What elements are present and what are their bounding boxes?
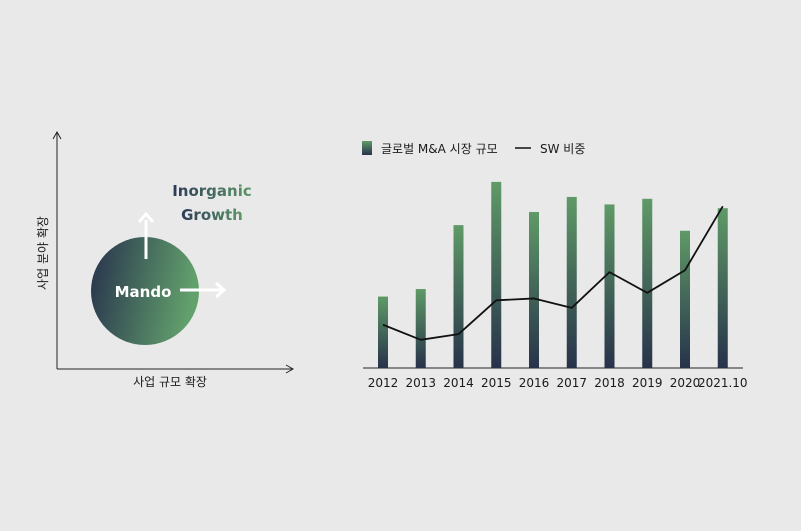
legend: 글로벌 M&A 시장 규모 SW 비중 [362, 141, 585, 156]
up-arrow-icon [137, 211, 155, 259]
quadrant-diagram: 사업 분야 확장 사업 규모 확장 Mando Inorganic Growth [36, 130, 295, 389]
circle-label: Mando [115, 283, 172, 301]
bar-2019 [642, 198, 653, 368]
bar-2013 [415, 289, 426, 368]
bar-2021.10 [717, 208, 728, 368]
mando-circle [91, 237, 199, 345]
bar-2012 [378, 296, 388, 368]
legend-bar-label: 글로벌 M&A 시장 규모 [381, 142, 498, 156]
bar-2014 [453, 225, 464, 368]
bars-group [378, 181, 728, 368]
bar-2020 [680, 230, 690, 368]
x-tick-2014: 2014 [443, 376, 474, 390]
x-tick-2017: 2017 [556, 376, 587, 390]
bar-2015 [491, 181, 502, 368]
x-tick-2015: 2015 [481, 376, 512, 390]
legend-bar-swatch [362, 141, 372, 155]
line-series-group [382, 205, 724, 341]
sw-share-line [382, 205, 724, 341]
x-axis-arrow-icon [285, 364, 295, 374]
bar-line-chart: 글로벌 M&A 시장 규모 SW 비중 2012 2013 2014 2015 2016… [362, 141, 748, 390]
x-tick-2019: 2019 [632, 376, 663, 390]
bar-2017 [566, 196, 577, 368]
x-tick-2013: 2013 [405, 376, 436, 390]
x-axis-label: 사업 규모 확장 [133, 375, 207, 389]
y-axis-arrow-icon [52, 130, 62, 140]
legend-line-label: SW 비중 [540, 142, 585, 156]
bar-2018 [604, 204, 615, 368]
right-arrow-icon [180, 281, 227, 299]
y-axis-label: 사업 분야 확장 [36, 216, 50, 290]
bar-2016 [529, 211, 539, 368]
x-tick-2016: 2016 [519, 376, 550, 390]
x-tick-2020: 2020 [670, 376, 701, 390]
x-tick-2018: 2018 [594, 376, 625, 390]
headline-line2: Growth [181, 206, 243, 224]
x-tick-2012: 2012 [368, 376, 399, 390]
x-tick-2021.10: 2021.10 [698, 376, 748, 390]
headline-line1: Inorganic [172, 182, 252, 200]
x-tick-labels: 2012 2013 2014 2015 2016 2017 2018 2019 20202021… [368, 376, 748, 390]
